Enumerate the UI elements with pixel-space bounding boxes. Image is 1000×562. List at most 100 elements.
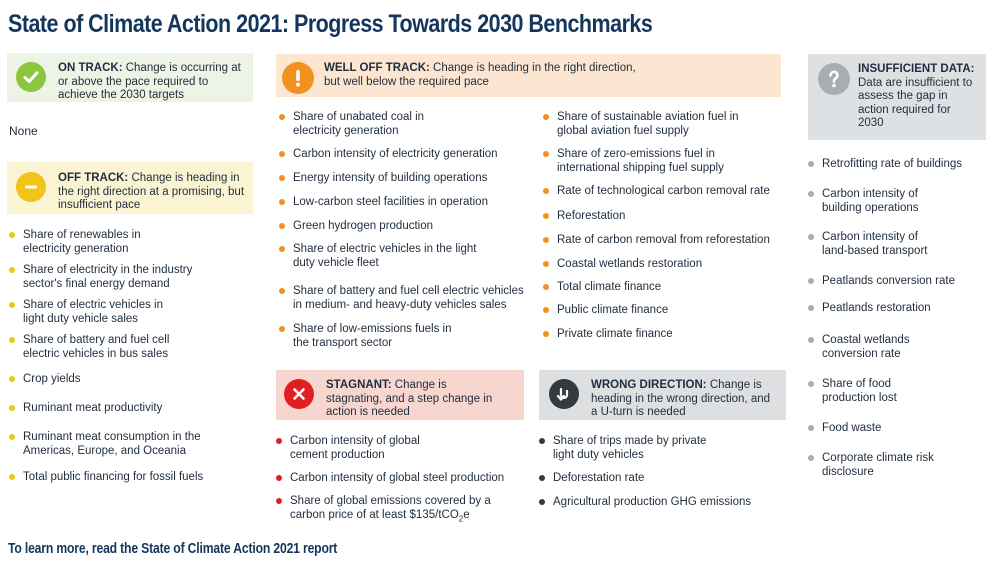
- well-off-track-label: WELL OFF TRACK:: [324, 62, 430, 74]
- question-icon: [818, 63, 850, 95]
- bullet-dot: [9, 474, 15, 480]
- list-item: Share of sustainable aviation fuel in gl…: [541, 110, 741, 138]
- list-item: Peatlands conversion rate: [806, 274, 991, 288]
- bullet-dot: [539, 499, 545, 505]
- list-item: Total climate finance: [541, 280, 791, 294]
- bullet-dot: [279, 199, 285, 205]
- bullet-dot: [279, 151, 285, 157]
- list-item: Peatlands restoration: [806, 301, 991, 315]
- wrong-direction-legend: WRONG DIRECTION: Change is heading in th…: [539, 370, 786, 420]
- list-item: Share of food production lost: [806, 377, 926, 405]
- bullet-dot: [279, 223, 285, 229]
- bullet-dot: [543, 307, 549, 313]
- bullet-dot: [543, 284, 549, 290]
- off-track-list: Share of renewables in electricity gener…: [7, 228, 247, 484]
- bullet-dot: [539, 438, 545, 444]
- off-track-legend: OFF TRACK: Change is heading in the righ…: [7, 162, 253, 214]
- list-item: Share of trips made by private light dut…: [537, 434, 727, 462]
- stagnant-list: Carbon intensity of global cement produc…: [274, 434, 529, 526]
- x-icon: [284, 379, 314, 409]
- list-item: Share of electric vehicles in the light …: [277, 242, 477, 270]
- bullet-dot: [808, 161, 814, 167]
- bullet-dot: [279, 114, 285, 120]
- insufficient-data-list: Retrofitting rate of buildings Carbon in…: [806, 157, 991, 479]
- list-item: Private climate finance: [541, 327, 791, 341]
- bullet-dot: [543, 114, 549, 120]
- list-item: Share of unabated coal in electricity ge…: [277, 110, 437, 138]
- insufficient-data-legend: INSUFFICIENT DATA: Data are insufficient…: [808, 54, 986, 140]
- list-item: Rate of carbon removal from reforestatio…: [541, 233, 791, 247]
- bullet-dot: [9, 434, 15, 440]
- off-track-description: Change is heading in the right direction…: [58, 172, 245, 211]
- u-turn-icon: [549, 379, 579, 409]
- off-track-label: OFF TRACK:: [58, 172, 129, 184]
- list-item: Total public financing for fossil fuels: [7, 470, 247, 484]
- bullet-dot: [9, 376, 15, 382]
- exclamation-icon: [282, 62, 314, 94]
- bullet-dot: [9, 232, 15, 238]
- bullet-dot: [539, 475, 545, 481]
- bullet-dot: [276, 475, 282, 481]
- on-track-label: ON TRACK:: [58, 62, 123, 74]
- bullet-dot: [279, 288, 285, 294]
- list-item: Share of low-emissions fuels in the tran…: [277, 322, 457, 350]
- checkmark-icon: [16, 62, 46, 92]
- on-track-legend: ON TRACK: Change is occurring at or abov…: [7, 53, 253, 102]
- list-item: Agricultural production GHG emissions: [537, 495, 787, 509]
- bullet-dot: [808, 425, 814, 431]
- stagnant-label: STAGNANT:: [326, 379, 392, 391]
- bullet-dot: [808, 455, 814, 461]
- bullet-dot: [543, 261, 549, 267]
- list-item: Carbon intensity of building operations: [806, 187, 946, 215]
- on-track-none-text: None: [9, 124, 38, 138]
- bullet-dot: [808, 191, 814, 197]
- list-item: Corporate climate risk disclosure: [806, 451, 936, 479]
- bullet-dot: [808, 337, 814, 343]
- well-off-track-list-col2: Share of sustainable aviation fuel in gl…: [541, 110, 791, 341]
- on-track-description: Change is occurring at or above the pace…: [58, 62, 241, 101]
- bullet-dot: [543, 151, 549, 157]
- bullet-dot: [9, 267, 15, 273]
- wrong-direction-label: WRONG DIRECTION:: [591, 379, 707, 391]
- well-off-track-list-col1: Share of unabated coal in electricity ge…: [277, 110, 537, 350]
- bullet-dot: [808, 381, 814, 387]
- list-item: Share of battery and fuel cell electric …: [7, 333, 187, 361]
- bullet-dot: [279, 246, 285, 252]
- list-item: Share of zero-emissions fuel in internat…: [541, 147, 756, 175]
- list-item: Ruminant meat productivity: [7, 401, 247, 415]
- bullet-dot: [279, 175, 285, 181]
- bullet-dot: [9, 337, 15, 343]
- list-item: Carbon intensity of land-based transport: [806, 230, 946, 258]
- list-item: Carbon intensity of global cement produc…: [274, 434, 444, 462]
- list-item: Public climate finance: [541, 303, 791, 317]
- bullet-dot: [543, 237, 549, 243]
- stagnant-description: Change is stagnating, and a step change …: [326, 379, 493, 418]
- well-off-track-legend: WELL OFF TRACK: Change is heading in the…: [276, 54, 781, 97]
- bullet-dot: [276, 438, 282, 444]
- list-item: Share of global emissions covered by a c…: [274, 494, 494, 526]
- stagnant-legend: STAGNANT: Change is stagnating, and a st…: [276, 370, 524, 420]
- bullet-dot: [543, 213, 549, 219]
- bullet-dot: [808, 278, 814, 284]
- wrong-direction-list: Share of trips made by private light dut…: [537, 434, 787, 509]
- list-item: Carbon intensity of global steel product…: [274, 471, 529, 485]
- list-item: Carbon intensity of electricity generati…: [277, 147, 537, 161]
- list-item: Share of battery and fuel cell electric …: [277, 284, 532, 312]
- list-item: Share of electricity in the industry sec…: [7, 263, 207, 291]
- list-item: Deforestation rate: [537, 471, 787, 485]
- bullet-dot: [808, 305, 814, 311]
- bullet-dot: [543, 331, 549, 337]
- list-item: Food waste: [806, 421, 991, 435]
- bullet-dot: [279, 326, 285, 332]
- list-item: Low-carbon steel facilities in operation: [277, 195, 537, 209]
- bullet-dot: [543, 188, 549, 194]
- list-item: Share of renewables in electricity gener…: [7, 228, 147, 256]
- list-item: Coastal wetlands restoration: [541, 257, 791, 271]
- list-item: Rate of technological carbon removal rat…: [541, 184, 791, 198]
- list-item: Reforestation: [541, 209, 791, 223]
- list-item: Crop yields: [7, 372, 247, 386]
- list-item: Retrofitting rate of buildings: [806, 157, 991, 171]
- bullet-dot: [808, 234, 814, 240]
- footer-link-text[interactable]: To learn more, read the State of Climate…: [8, 541, 338, 557]
- bullet-dot: [276, 498, 282, 504]
